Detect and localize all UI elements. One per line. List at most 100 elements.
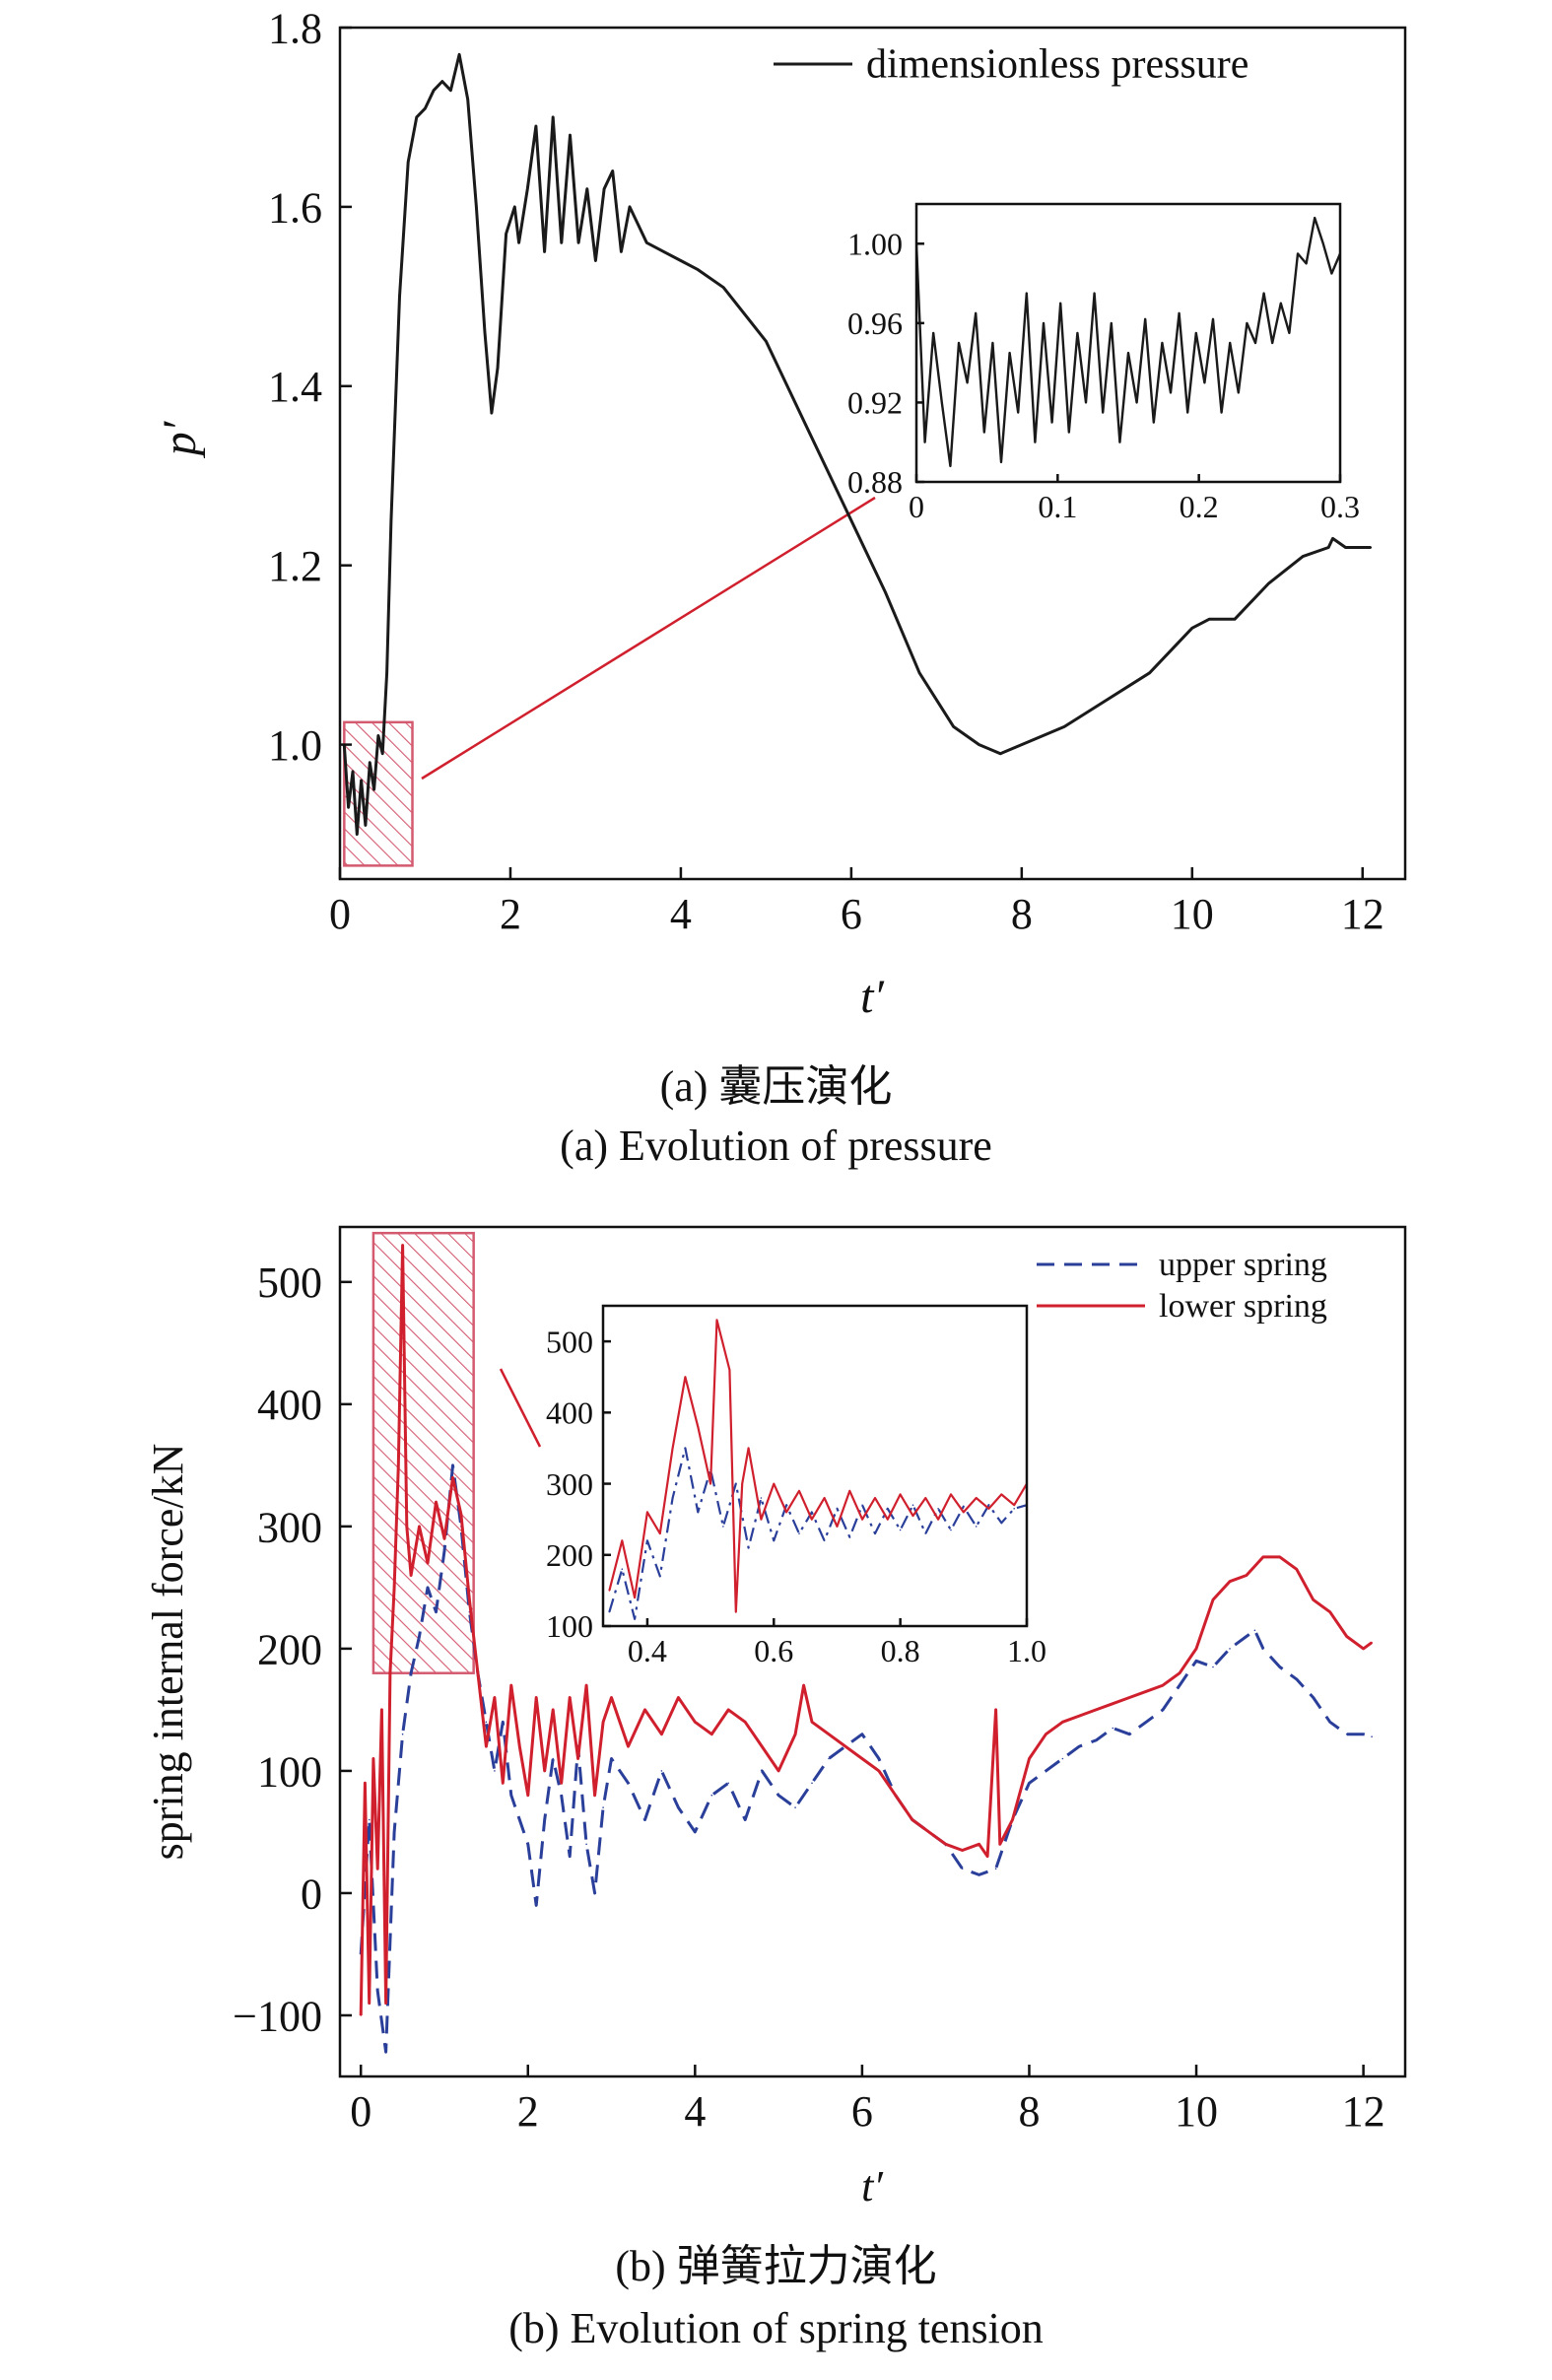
b-inset-series-0-point-31	[1001, 1523, 1003, 1525]
b-inset-series-0-point-20	[861, 1504, 863, 1506]
a-main-xtick-label: 4	[670, 890, 692, 938]
b-main-series-0-point-58	[1079, 1745, 1081, 1747]
b-inset-series-1-point-25	[900, 1494, 902, 1496]
a-inset-series-0-point-42	[1271, 342, 1273, 344]
b-inset-series-1-point-3	[646, 1512, 648, 1514]
b-inset-series-0-point-24	[912, 1504, 914, 1506]
b-main-ytick-label: 500	[257, 1258, 322, 1307]
b-main-series-1-point-59	[978, 1844, 980, 1846]
b-inset-series-1-point-0	[609, 1590, 611, 1592]
b-inset-ytick-label: 500	[546, 1324, 593, 1359]
b-main-series-1-point-50	[828, 1734, 830, 1735]
b-main-series-0-point-62	[1145, 1722, 1147, 1724]
a-inset-series-0-point-39	[1247, 322, 1248, 324]
b-inset-ytick-label: 400	[546, 1395, 593, 1431]
b-inset-series-0-point-22	[887, 1508, 889, 1510]
b-main-series-1-point-8	[393, 1587, 395, 1589]
b-main-series-1-point-46	[777, 1770, 779, 1772]
a-inset-series-0-point-23	[1111, 322, 1113, 324]
a-inset-series-0-point-25	[1127, 352, 1129, 354]
b-main-series-0-point-55	[1029, 1783, 1031, 1785]
b-main-series-1-point-65	[1046, 1734, 1047, 1735]
a-main-series-0-point-41	[638, 224, 640, 226]
b-inset-series-1-point-32	[988, 1508, 990, 1510]
a-main-series-0-point-12	[399, 296, 401, 298]
a-main-series-0-point-35	[586, 188, 588, 190]
b-main-series-1-point-1	[365, 1783, 367, 1785]
b-main-series-1-point-84	[1363, 1648, 1365, 1650]
a-inset-series-0-point-4	[950, 465, 952, 467]
b-inset-series-1-point-10	[729, 1369, 731, 1371]
b-main-series-1-point-5	[381, 1709, 383, 1711]
a-inset-series-0-point-40	[1254, 342, 1256, 344]
b-main-series-0-point-51	[962, 1868, 964, 1870]
b-main-series-0-point-74	[1329, 1722, 1331, 1724]
a-main-series-0-point-66	[1345, 547, 1347, 549]
b-main-series-1-point-20	[477, 1672, 479, 1674]
b-main-series-1-point-10	[402, 1245, 404, 1247]
b-main-series-1-point-9	[398, 1464, 400, 1466]
b-inset-series-0-point-0	[609, 1611, 611, 1613]
b-main-series-1-point-72	[1162, 1684, 1164, 1686]
b-main-series-1-point-37	[628, 1745, 630, 1747]
a-main-series-0-point-50	[885, 591, 887, 593]
a-main-series-0-point-57	[1107, 699, 1109, 701]
a-inset-series-0-point-30	[1170, 392, 1172, 394]
b-main-series-0-point-21	[535, 1905, 537, 1907]
b-inset-series-0-point-25	[925, 1532, 927, 1534]
b-main-series-1-point-19	[469, 1599, 471, 1601]
a-inset-ytick-label: 0.96	[847, 306, 903, 341]
b-main-series-1-point-54	[895, 1795, 897, 1797]
b-main-series-1-point-36	[611, 1697, 613, 1699]
a-inset-series-0-point-38	[1238, 392, 1240, 394]
b-main-series-0-point-1	[369, 1819, 371, 1821]
a-inset-series-0-point-16	[1051, 422, 1053, 424]
b-main-series-1-point-6	[385, 2003, 387, 2005]
b-inset-series-0-point-14	[785, 1504, 787, 1506]
b-inset-series-1-point-21	[849, 1490, 851, 1492]
b-main-series-1-point-25	[519, 1745, 521, 1747]
a-main-series-0-point-23	[491, 412, 493, 414]
b-main-series-0-point-70	[1262, 1648, 1264, 1650]
b-main-series-1-point-60	[986, 1856, 988, 1858]
b-main-series-0-point-45	[861, 1734, 863, 1735]
a-main-series-0-point-24	[497, 368, 499, 370]
b-main-series-0-point-53	[995, 1868, 997, 1870]
b-inset-series-1-point-34	[1013, 1504, 1015, 1506]
b-main-series-1-point-66	[1062, 1722, 1064, 1724]
b-main-series-0-point-5	[402, 1734, 404, 1735]
b-inset-series-1-point-20	[837, 1526, 839, 1528]
b-main-series-1-point-24	[510, 1684, 512, 1686]
b-main-series-0-point-63	[1162, 1709, 1164, 1711]
a-main-series-0-point-38	[612, 170, 614, 172]
b-main-series-1-point-31	[569, 1697, 571, 1699]
a-main-series-0-point-64	[1327, 547, 1329, 549]
b-main-xtick-label: 2	[517, 2087, 539, 2136]
b-inset-series-1-point-23	[874, 1497, 876, 1499]
b-main-series-0-point-19	[519, 1819, 521, 1821]
b-main-series-0-point-30	[611, 1758, 613, 1760]
a-main-series-0-point-25	[506, 233, 507, 235]
b-main-series-1-point-79	[1279, 1556, 1281, 1558]
b-main-zoom-connector	[501, 1369, 540, 1447]
a-inset-series-0-point-26	[1136, 402, 1138, 404]
b-inset-series-0-point-3	[646, 1540, 648, 1542]
b-inset-series-1-point-29	[950, 1494, 952, 1496]
b-inset-series-1-point-7	[698, 1426, 700, 1428]
a-main-series-0-point-14	[416, 116, 418, 118]
b-main-ytick-label: 200	[257, 1625, 322, 1673]
b-main-series-1-point-85	[1371, 1642, 1373, 1644]
a-main-series-0-point-44	[680, 260, 682, 262]
b-main-series-0-point-69	[1254, 1630, 1256, 1632]
b-main-series-0-point-8	[427, 1587, 429, 1589]
b-inset-series-1-point-28	[937, 1519, 939, 1521]
b-main-series-1-point-17	[452, 1477, 454, 1479]
b-main-series-0-point-46	[878, 1758, 880, 1760]
b-main-series-0-point-77	[1371, 1735, 1373, 1737]
b-inset-series-0-point-30	[988, 1504, 990, 1506]
a-main-series-0-point-30	[544, 251, 546, 253]
b-main-series-0-point-38	[744, 1819, 746, 1821]
b-inset-series-1-point-6	[685, 1376, 687, 1378]
b-main-series-0-point-59	[1096, 1739, 1098, 1741]
b-main-series-0-point-76	[1363, 1734, 1365, 1735]
